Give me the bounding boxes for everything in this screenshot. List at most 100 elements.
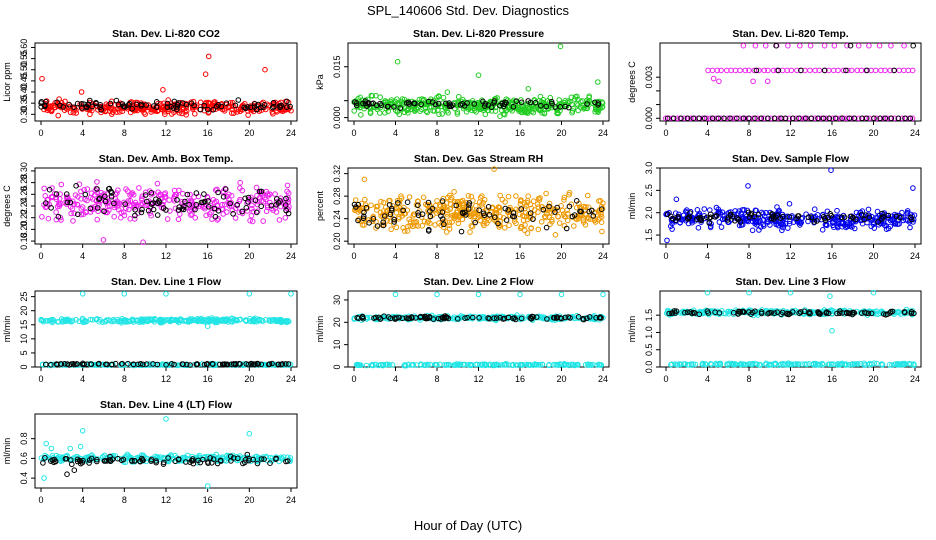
data-point bbox=[461, 103, 468, 109]
data-point bbox=[479, 204, 486, 211]
data-point bbox=[530, 109, 537, 116]
panel-title: Stan. Dev. Line 1 Flow bbox=[111, 276, 222, 288]
data-point bbox=[391, 104, 397, 110]
data-point bbox=[878, 67, 884, 74]
data-point bbox=[203, 212, 209, 219]
data-point bbox=[392, 98, 398, 105]
data-point bbox=[54, 99, 60, 106]
data-point bbox=[94, 186, 100, 192]
data-point bbox=[378, 198, 384, 205]
data-point bbox=[109, 109, 116, 115]
data-point bbox=[132, 212, 138, 219]
data-point bbox=[58, 201, 64, 207]
data-point bbox=[482, 101, 489, 107]
data-point bbox=[866, 42, 872, 49]
data-point bbox=[447, 201, 454, 207]
y-tick-label: 0.003 bbox=[644, 66, 654, 89]
data-point bbox=[887, 67, 894, 74]
y-tick-label: 0.28 bbox=[332, 187, 342, 205]
x-tick-label: 4 bbox=[80, 374, 85, 384]
x-tick-label: 8 bbox=[122, 251, 127, 261]
data-point bbox=[721, 115, 727, 122]
data-point bbox=[535, 204, 542, 210]
data-point bbox=[148, 191, 155, 198]
data-point bbox=[443, 229, 450, 235]
data-point bbox=[664, 115, 671, 122]
data-point bbox=[180, 206, 187, 213]
data-point bbox=[396, 101, 403, 108]
data-point bbox=[794, 67, 800, 74]
data-point bbox=[78, 211, 85, 218]
data-point bbox=[802, 115, 809, 122]
data-point bbox=[557, 104, 564, 110]
data-point bbox=[865, 206, 872, 213]
data-point bbox=[187, 191, 193, 198]
data-point bbox=[266, 191, 273, 198]
x-tick-label: 16 bbox=[203, 251, 213, 261]
x-tick-label: 24 bbox=[910, 251, 920, 261]
data-point bbox=[75, 194, 81, 200]
data-point bbox=[518, 198, 525, 204]
data-point bbox=[288, 291, 294, 297]
data-point bbox=[119, 108, 126, 114]
x-tick-label: 24 bbox=[598, 374, 608, 384]
data-point bbox=[725, 115, 731, 122]
data-point bbox=[788, 67, 795, 74]
y-tick-label: 0 bbox=[19, 364, 29, 369]
data-point bbox=[560, 211, 567, 217]
data-point bbox=[277, 195, 284, 201]
data-point bbox=[164, 100, 171, 107]
data-point bbox=[373, 203, 380, 210]
data-point bbox=[148, 212, 154, 219]
data-point bbox=[93, 99, 99, 106]
y-tick-label: 30 bbox=[332, 295, 342, 305]
data-point bbox=[284, 98, 290, 105]
data-point bbox=[505, 193, 512, 200]
data-point bbox=[752, 42, 759, 49]
y-tick-label: 10 bbox=[332, 340, 342, 350]
data-point bbox=[455, 220, 462, 227]
data-point bbox=[148, 109, 154, 115]
data-point bbox=[444, 213, 450, 220]
x-axis: 0 4 8 12 16 20 24 bbox=[663, 244, 920, 261]
x-axis: 0 4 8 12 16 20 24 bbox=[663, 121, 920, 138]
y-axis-label: kPa bbox=[315, 74, 325, 90]
data-point bbox=[535, 226, 542, 233]
data-point bbox=[235, 106, 242, 113]
data-point bbox=[406, 216, 412, 223]
data-point bbox=[168, 103, 174, 110]
data-point bbox=[191, 194, 197, 200]
x-tick-label: 24 bbox=[598, 251, 608, 261]
data-point bbox=[39, 75, 45, 82]
data-point bbox=[70, 218, 76, 224]
data-point bbox=[440, 218, 447, 225]
y-tick-label: 0.18 bbox=[19, 232, 29, 250]
data-point bbox=[228, 192, 235, 199]
data-point bbox=[393, 210, 400, 216]
data-point bbox=[358, 112, 364, 118]
y-axis-label: ml/min bbox=[315, 316, 325, 343]
data-point bbox=[819, 227, 826, 233]
data-point bbox=[53, 196, 60, 202]
series-1 bbox=[38, 291, 294, 330]
data-point bbox=[64, 199, 71, 206]
data-point bbox=[699, 115, 706, 122]
data-point bbox=[670, 115, 677, 122]
data-point bbox=[357, 94, 364, 101]
data-point bbox=[674, 115, 681, 122]
data-point bbox=[205, 106, 211, 113]
data-point bbox=[282, 202, 289, 208]
data-point bbox=[256, 188, 263, 195]
x-tick-label: 8 bbox=[122, 495, 127, 505]
data-point bbox=[253, 209, 260, 216]
data-point bbox=[558, 291, 565, 298]
data-point bbox=[807, 67, 813, 74]
y-tick-label: 0.45 bbox=[19, 72, 29, 90]
x-tick-label: 8 bbox=[122, 128, 127, 138]
data-point bbox=[243, 205, 250, 211]
data-point bbox=[124, 188, 131, 194]
data-point bbox=[773, 42, 779, 49]
data-point bbox=[839, 115, 845, 122]
data-point bbox=[282, 215, 289, 221]
